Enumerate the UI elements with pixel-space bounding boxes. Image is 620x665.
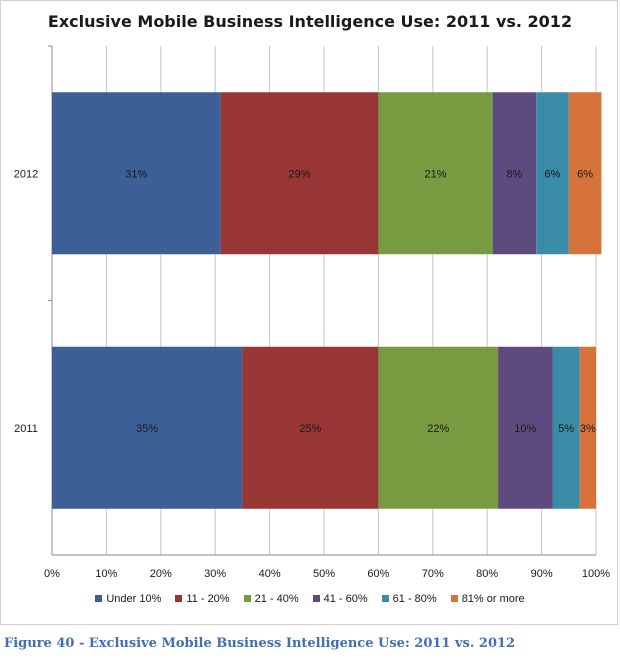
data-label: 10% xyxy=(514,423,536,435)
legend-item: 11 - 20% xyxy=(175,593,230,605)
data-label: 6% xyxy=(545,168,561,180)
data-label: 3% xyxy=(580,423,596,435)
chart-legend: Under 10% 11 - 20% 21 - 40% 41 - 60% 61 - 80… xyxy=(0,593,620,605)
legend-label: 21 - 40% xyxy=(254,593,299,605)
figure-caption: Figure 40 - Exclusive Mobile Business In… xyxy=(4,636,516,651)
data-label: 6% xyxy=(577,168,593,180)
x-tick-label: 0% xyxy=(44,568,60,580)
bar-segment xyxy=(552,346,580,509)
legend-item: 61 - 80% xyxy=(381,593,437,605)
legend-item: 81% or more xyxy=(450,593,525,605)
data-label: 35% xyxy=(136,423,158,435)
legend-label: 61 - 80% xyxy=(392,593,437,605)
bar-segment xyxy=(579,346,596,509)
legend-item: 21 - 40% xyxy=(243,593,299,605)
legend-swatch xyxy=(243,595,251,602)
bar-segment xyxy=(498,346,553,509)
legend-item: Under 10% xyxy=(95,593,161,605)
legend-swatch xyxy=(312,595,320,602)
category-label: 2011 xyxy=(14,423,38,435)
bar-segment xyxy=(568,92,602,255)
legend-swatch xyxy=(450,595,458,602)
x-tick-label: 20% xyxy=(150,568,172,580)
x-tick-label: 100% xyxy=(582,568,610,580)
bar-segment xyxy=(378,92,493,255)
data-label: 5% xyxy=(558,423,574,435)
bar-segment xyxy=(220,92,379,255)
category-label: 2012 xyxy=(14,168,38,180)
bar-segment xyxy=(492,92,537,255)
data-label: 25% xyxy=(299,423,321,435)
bar-segment xyxy=(242,346,379,509)
x-tick-label: 50% xyxy=(313,568,335,580)
legend-label: 11 - 20% xyxy=(186,593,230,605)
data-label: 21% xyxy=(425,168,447,180)
x-tick-label: 80% xyxy=(476,568,498,580)
legend-label: 41 - 60% xyxy=(323,593,368,605)
x-tick-label: 60% xyxy=(367,568,389,580)
chart-plot: 0% 10% 20% 30% 40% 50% 60% 70% 80% 90% 100% 2012 31%… xyxy=(14,45,610,580)
legend-label: Under 10% xyxy=(106,593,162,605)
x-tick-label: 30% xyxy=(204,568,226,580)
x-tick-label: 40% xyxy=(259,568,281,580)
x-tick-label: 70% xyxy=(422,568,444,580)
legend-swatch xyxy=(175,595,183,602)
legend-swatch xyxy=(381,595,389,602)
data-label: 29% xyxy=(289,168,311,180)
bar-segment xyxy=(52,346,243,509)
legend-label: 81% or more xyxy=(461,593,525,605)
chart-title: Exclusive Mobile Business Intelligence U… xyxy=(47,12,573,31)
legend-item: 41 - 60% xyxy=(312,593,368,605)
legend-swatch xyxy=(95,595,103,602)
bar-segment xyxy=(378,346,499,509)
x-tick-label: 10% xyxy=(95,568,117,580)
data-label: 8% xyxy=(506,168,522,180)
bar-segment xyxy=(52,92,221,255)
data-label: 22% xyxy=(427,423,449,435)
bar-segment xyxy=(536,92,569,255)
x-tick-label: 90% xyxy=(531,568,553,580)
data-label: 31% xyxy=(125,168,147,180)
